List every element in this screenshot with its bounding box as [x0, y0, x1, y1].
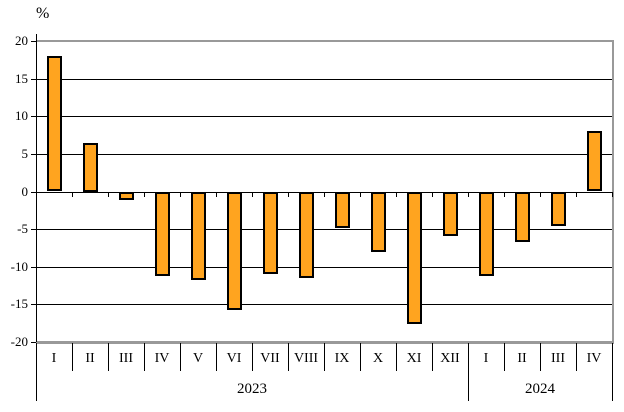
- category-tick: [324, 192, 325, 197]
- category-tick: [504, 192, 505, 197]
- label-separator: [72, 343, 73, 371]
- category-tick: [468, 192, 469, 197]
- label-separator: [504, 343, 505, 371]
- bar-I-2024: [479, 192, 494, 276]
- label-separator: [432, 343, 433, 371]
- bar-XII-2023: [443, 192, 458, 236]
- category-tick: [252, 192, 253, 197]
- y-tick-mark-15: [31, 79, 36, 80]
- gridline-15: [36, 79, 612, 80]
- x-tick-label: XII: [440, 351, 460, 366]
- x-tick-label: V: [192, 351, 204, 366]
- label-separator-long: [612, 343, 613, 401]
- label-separator-long: [468, 343, 469, 401]
- bar-XI-2023: [407, 192, 422, 324]
- x-tick-label: XI: [406, 351, 422, 366]
- year-label-2024: 2024: [525, 381, 555, 397]
- x-tick-label: VII: [260, 351, 280, 366]
- x-tick-label: III: [551, 351, 565, 366]
- category-tick: [360, 192, 361, 197]
- category-tick: [612, 192, 613, 197]
- bar-V-2023: [191, 192, 206, 280]
- plot-frame-bottom: [36, 341, 614, 344]
- bar-IV-2023: [155, 192, 170, 276]
- x-tick-label: IX: [334, 351, 350, 366]
- y-tick-mark-5: [31, 154, 36, 155]
- x-tick-label: II: [517, 351, 527, 366]
- bar-III-2023: [119, 192, 134, 200]
- x-tick-label: VI: [226, 351, 242, 366]
- category-tick: [216, 192, 217, 197]
- plot-frame-top: [36, 40, 614, 42]
- x-tick-label: I: [51, 351, 57, 366]
- y-tick-mark--15: [31, 304, 36, 305]
- y-tick-label-0: 0: [21, 184, 29, 199]
- bar-VIII-2023: [299, 192, 314, 278]
- y-axis-unit-label: %: [36, 5, 50, 22]
- plot-frame-right: [612, 40, 614, 344]
- bar-VII-2023: [263, 192, 278, 274]
- x-tick-label: I: [483, 351, 489, 366]
- y-tick-mark-20: [31, 41, 36, 42]
- bar-III-2024: [551, 192, 566, 226]
- gridline--15: [36, 304, 612, 305]
- gridline-10: [36, 116, 612, 117]
- label-separator: [108, 343, 109, 371]
- label-separator: [324, 343, 325, 371]
- bar-I-2023: [47, 56, 62, 191]
- label-separator: [540, 343, 541, 371]
- y-tick-label--15: -15: [10, 296, 28, 311]
- label-separator-long: [36, 343, 37, 401]
- label-separator: [144, 343, 145, 371]
- category-tick: [540, 192, 541, 197]
- label-separator: [576, 343, 577, 371]
- x-tick-label: IV: [154, 351, 170, 366]
- category-tick: [36, 192, 37, 197]
- x-tick-label: III: [119, 351, 133, 366]
- label-separator: [396, 343, 397, 371]
- x-tick-label: IV: [586, 351, 602, 366]
- y-tick-label--5: -5: [17, 221, 28, 236]
- label-separator: [288, 343, 289, 371]
- year-label-2023: 2023: [237, 381, 267, 397]
- y-tick-label-15: 15: [15, 71, 28, 86]
- bar-II-2024: [515, 192, 530, 242]
- x-tick-label: VIII: [293, 351, 319, 366]
- bar-IX-2023: [335, 192, 350, 228]
- label-separator: [180, 343, 181, 371]
- category-tick: [396, 192, 397, 197]
- y-tick-mark-10: [31, 116, 36, 117]
- category-tick: [108, 192, 109, 197]
- bar-VI-2023: [227, 192, 242, 310]
- x-tick-label: II: [85, 351, 95, 366]
- category-tick: [576, 192, 577, 197]
- category-tick: [72, 192, 73, 197]
- y-tick-label--10: -10: [10, 259, 28, 274]
- y-tick-label-5: 5: [21, 146, 29, 161]
- y-tick-mark--5: [31, 229, 36, 230]
- y-tick-label--20: -20: [10, 334, 28, 349]
- label-separator: [216, 343, 217, 371]
- category-tick: [144, 192, 145, 197]
- y-tick-mark--20: [31, 342, 36, 343]
- y-axis-line: [36, 34, 37, 342]
- category-tick: [432, 192, 433, 197]
- gridline-5: [36, 154, 612, 155]
- gridline--10: [36, 267, 612, 268]
- category-tick: [180, 192, 181, 197]
- y-tick-mark-0: [31, 192, 36, 193]
- label-separator: [360, 343, 361, 371]
- y-tick-label-20: 20: [15, 33, 28, 48]
- gridline--5: [36, 229, 612, 230]
- y-tick-mark--10: [31, 267, 36, 268]
- bar-II-2023: [83, 143, 98, 192]
- y-tick-label-10: 10: [15, 108, 28, 123]
- bar-IV-2024: [587, 131, 602, 191]
- x-tick-label: X: [372, 351, 384, 366]
- bar-X-2023: [371, 192, 386, 252]
- category-tick: [288, 192, 289, 197]
- label-separator: [252, 343, 253, 371]
